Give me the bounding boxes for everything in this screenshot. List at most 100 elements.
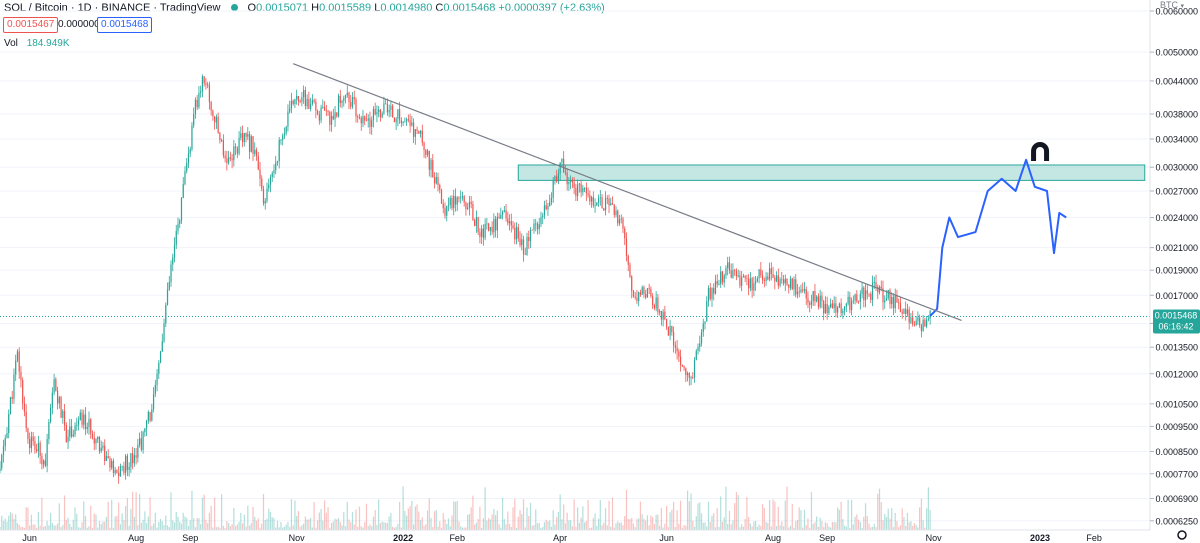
candle-body bbox=[369, 118, 371, 127]
volume-value: 184.949K bbox=[26, 38, 70, 49]
candle-body bbox=[15, 360, 17, 375]
candle-body bbox=[412, 122, 415, 137]
candle-body bbox=[590, 197, 593, 202]
volume-bar bbox=[325, 512, 327, 530]
candle-body bbox=[809, 303, 811, 305]
candle-body bbox=[198, 92, 200, 108]
volume-bar bbox=[585, 520, 587, 530]
volume-bar bbox=[650, 515, 652, 530]
volume-bar bbox=[878, 488, 881, 530]
candle-body bbox=[491, 226, 493, 233]
candle-body bbox=[250, 136, 252, 152]
candle-body bbox=[617, 210, 619, 224]
candle-body bbox=[833, 303, 835, 309]
volume-bar bbox=[596, 525, 598, 530]
volume-bar bbox=[674, 527, 676, 530]
volume-bar bbox=[889, 518, 891, 530]
candle-body bbox=[299, 101, 301, 102]
volume-bar bbox=[638, 518, 640, 530]
candle-body bbox=[287, 111, 289, 127]
candle-body bbox=[587, 193, 589, 196]
projection-path[interactable] bbox=[929, 158, 1067, 317]
candle-body bbox=[721, 271, 724, 283]
volume-bar bbox=[536, 523, 539, 530]
volume-bar bbox=[179, 521, 181, 530]
volume-bar bbox=[43, 526, 45, 530]
candle-body bbox=[896, 295, 898, 303]
candle-body bbox=[77, 420, 80, 425]
candle-body bbox=[194, 99, 197, 115]
volume-bar bbox=[533, 525, 535, 530]
candle-body bbox=[252, 136, 254, 154]
volume-bar bbox=[292, 525, 294, 530]
candle-body bbox=[383, 103, 385, 114]
bid-price-box[interactable]: 0.0015467 bbox=[3, 17, 59, 33]
volume-bar bbox=[205, 519, 207, 530]
candle-body bbox=[125, 455, 127, 473]
volume-bar bbox=[318, 512, 320, 530]
volume-legend[interactable]: Vol 184.949K bbox=[4, 38, 70, 49]
resistance-zone[interactable] bbox=[517, 164, 1146, 181]
volume-bar bbox=[613, 527, 615, 530]
ask-price-box[interactable]: 0.0015468 bbox=[97, 17, 153, 33]
volume-bar bbox=[850, 499, 853, 530]
volume-bar bbox=[871, 527, 874, 530]
time-tick-label: Nov bbox=[289, 533, 306, 543]
candle-body bbox=[48, 422, 50, 440]
candle-body bbox=[545, 205, 547, 210]
candle-body bbox=[161, 341, 163, 352]
candle-body bbox=[856, 294, 858, 302]
volume-bar bbox=[833, 521, 835, 530]
volume-bar bbox=[44, 526, 46, 530]
candle-body bbox=[156, 373, 158, 385]
currency-label[interactable]: BTC ▾ bbox=[1160, 0, 1184, 10]
price-tick-label: 0.0024000 bbox=[1155, 213, 1198, 223]
candle-body bbox=[533, 223, 535, 230]
candle-body bbox=[838, 303, 840, 308]
candle-body bbox=[840, 303, 842, 314]
volume-bar bbox=[357, 526, 359, 530]
candle-body bbox=[285, 126, 287, 134]
bar-countdown: 06:16:42 bbox=[1158, 322, 1193, 332]
candle-body bbox=[372, 108, 375, 121]
price-tick-label: 0.0010500 bbox=[1155, 399, 1198, 409]
candle-body bbox=[632, 290, 635, 297]
volume-bar bbox=[884, 513, 886, 530]
candle-body bbox=[610, 203, 612, 206]
candle-body bbox=[360, 117, 362, 124]
candle-body bbox=[304, 90, 306, 107]
volume-bar bbox=[221, 494, 223, 530]
candle-body bbox=[140, 438, 142, 450]
volume-bar bbox=[892, 527, 895, 530]
candle-body bbox=[179, 220, 181, 224]
gear-icon[interactable] bbox=[1177, 530, 1187, 540]
volume-bar bbox=[34, 524, 36, 530]
chevron-down-icon: ▾ bbox=[1180, 3, 1185, 10]
volume-bar bbox=[652, 517, 654, 530]
candle-body bbox=[711, 288, 713, 300]
candle-body bbox=[859, 294, 861, 302]
current-price-label[interactable] bbox=[1153, 309, 1200, 334]
volume-bar bbox=[919, 507, 921, 530]
volume-bar bbox=[486, 520, 488, 530]
candle-body bbox=[84, 414, 87, 429]
candle-body bbox=[254, 149, 256, 154]
candle-body bbox=[786, 278, 788, 285]
volume-bar bbox=[748, 517, 750, 530]
volume-bar bbox=[371, 526, 373, 530]
volume-bar bbox=[692, 520, 694, 530]
volume-bar bbox=[761, 504, 764, 530]
volume-bar bbox=[15, 514, 17, 530]
volume-bar bbox=[824, 522, 827, 530]
volume-bar bbox=[442, 512, 444, 530]
candle-body bbox=[690, 377, 692, 379]
volume-bar bbox=[437, 526, 439, 530]
candle-body bbox=[475, 216, 478, 226]
trendline[interactable] bbox=[292, 63, 962, 322]
candle-body bbox=[761, 275, 764, 281]
candle-body bbox=[536, 223, 539, 230]
candle-body bbox=[798, 291, 800, 293]
candle-body bbox=[775, 275, 778, 282]
candle-body bbox=[589, 195, 591, 202]
